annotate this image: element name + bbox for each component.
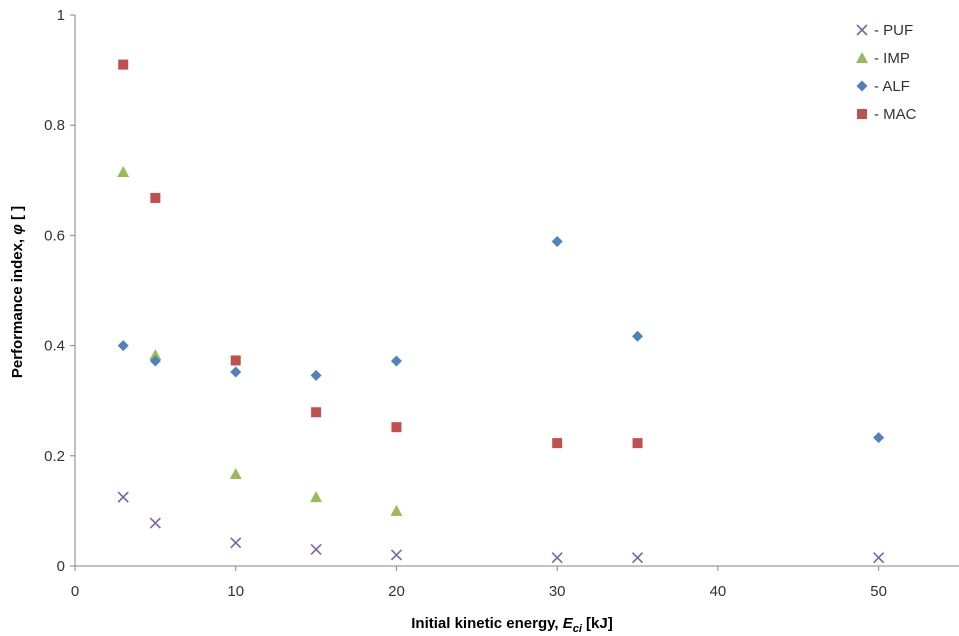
x-tick-label: 10 xyxy=(227,583,244,600)
x-axis-title-main: Initial kinetic energy, xyxy=(411,615,562,632)
data-point-mac xyxy=(118,59,129,70)
y-tick-label: 0.8 xyxy=(44,117,65,134)
data-point-alf xyxy=(117,340,129,352)
x-tick-label: 30 xyxy=(549,583,566,600)
data-point-imp xyxy=(390,504,403,516)
legend-marker-alf xyxy=(856,80,868,92)
data-point-puf xyxy=(230,537,242,549)
data-point-mac xyxy=(391,422,402,433)
data-points xyxy=(117,59,885,564)
x-axis-title-sub: ci xyxy=(573,623,583,635)
y-tick-label: 0.4 xyxy=(44,338,65,355)
data-point-alf xyxy=(230,366,242,378)
legend-label-alf: - ALF xyxy=(874,78,910,95)
data-point-mac xyxy=(150,192,161,203)
y-axis-title-main: Performance index, xyxy=(9,235,26,378)
data-point-alf xyxy=(551,235,563,247)
y-axis-title: Performance index, φ [ ] xyxy=(9,206,26,378)
data-point-puf xyxy=(631,552,644,564)
data-point-imp xyxy=(117,166,130,178)
legend-marker-puf xyxy=(856,24,868,36)
data-point-alf xyxy=(310,369,322,381)
data-point-puf xyxy=(117,491,129,503)
data-point-alf xyxy=(149,355,161,367)
data-point-mac xyxy=(311,407,322,418)
x-tick-label: 20 xyxy=(388,583,405,600)
y-axis-title-unit: [ ] xyxy=(9,206,26,224)
x-tick-label: 40 xyxy=(710,583,727,600)
y-tick-label: 0.2 xyxy=(44,448,65,465)
legend-label-puf: - PUF xyxy=(874,22,913,39)
y-tick-label: 0 xyxy=(57,558,65,575)
legend-label-imp: - IMP xyxy=(874,50,910,67)
data-point-puf xyxy=(149,517,161,529)
x-axis-title: Initial kinetic energy, Eci [kJ] xyxy=(411,615,612,635)
y-tick-label: 1 xyxy=(57,7,65,24)
y-axis-title-var: φ xyxy=(9,224,26,235)
data-point-mac xyxy=(552,438,563,449)
x-tick-label: 0 xyxy=(71,583,79,600)
x-tick-label: 50 xyxy=(870,583,887,600)
data-point-imp xyxy=(229,467,242,479)
data-point-imp xyxy=(310,491,323,503)
data-point-puf xyxy=(390,549,403,561)
legend: - PUF - IMP - ALF - MAC xyxy=(856,22,917,123)
data-point-puf xyxy=(551,552,563,564)
y-tick-label: 0.6 xyxy=(44,227,65,244)
x-axis-title-unit: [kJ] xyxy=(582,615,613,632)
legend-label-mac: - MAC xyxy=(874,106,917,123)
data-point-mac xyxy=(230,355,241,366)
legend-marker-imp xyxy=(856,52,868,63)
data-point-alf xyxy=(632,330,644,342)
legend-marker-mac xyxy=(857,109,867,119)
data-point-alf xyxy=(873,432,885,444)
data-point-puf xyxy=(873,552,885,564)
data-point-mac xyxy=(632,438,643,449)
tick-labels: 00.20.40.60.810 10 20 30 40 50 xyxy=(44,7,887,600)
x-axis-title-var: E xyxy=(563,615,574,632)
data-point-puf xyxy=(310,543,322,556)
data-point-imp xyxy=(149,348,162,360)
data-point-alf xyxy=(390,355,402,367)
axes xyxy=(70,14,959,571)
